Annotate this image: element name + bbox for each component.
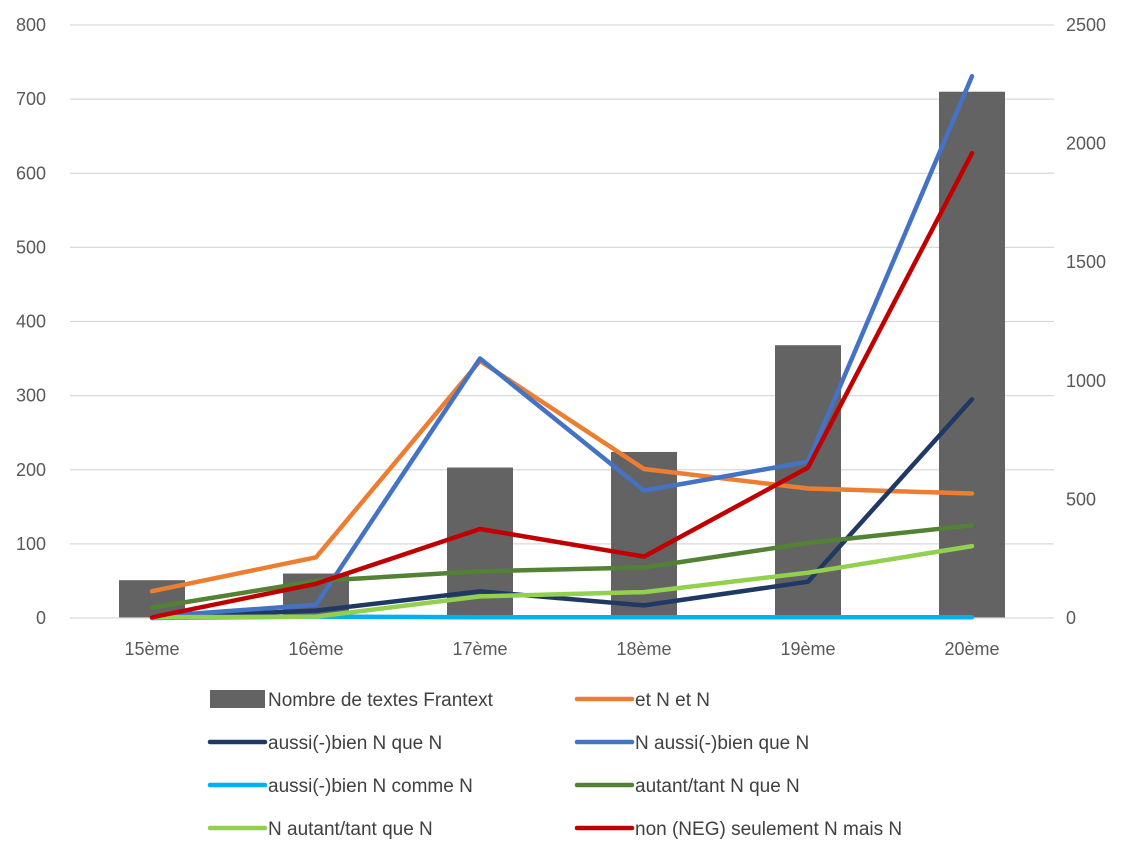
- legend-item: aussi(-)bien N comme N: [207, 776, 473, 797]
- right-axis-tick-label: 1500: [1066, 252, 1106, 272]
- series-line: [149, 73, 975, 619]
- line-series: [149, 73, 975, 621]
- series-line: [149, 397, 975, 620]
- right-axis-tick-label: 1000: [1066, 371, 1106, 391]
- left-axis-tick-label: 600: [16, 163, 46, 183]
- x-axis-tick-label: 19ème: [780, 639, 835, 659]
- left-axis-tick-label: 300: [16, 386, 46, 406]
- x-axis-tick-label: 17ème: [452, 639, 507, 659]
- left-axis: 0 100 200 300 400 500 600 700 800: [16, 15, 46, 628]
- legend-item: N autant/tant que N: [207, 819, 433, 840]
- legend-label: et N et N: [635, 690, 710, 711]
- legend-label: autant/tant N que N: [635, 776, 800, 797]
- legend-label: N autant/tant que N: [268, 819, 433, 840]
- legend-label: N aussi(-)bien que N: [635, 733, 809, 754]
- legend-item: N aussi(-)bien que N: [574, 733, 809, 754]
- legend-item: non (NEG) seulement N mais N: [574, 819, 902, 840]
- right-axis-tick-label: 0: [1066, 608, 1076, 628]
- left-axis-tick-label: 500: [16, 237, 46, 257]
- gridlines: [70, 24, 1054, 545]
- x-axis-tick-label: 20ème: [944, 639, 999, 659]
- x-axis-tick-label: 15ème: [124, 639, 179, 659]
- x-axis-tick-label: 16ème: [288, 639, 343, 659]
- legend: Nombre de textes Frantext et N et N aussi(…: [207, 690, 902, 840]
- legend-item: aussi(-)bien N que N: [207, 733, 442, 754]
- left-axis-tick-label: 700: [16, 89, 46, 109]
- bar-series: [119, 91, 1005, 618]
- series-line: [149, 523, 975, 610]
- left-axis-tick-label: 0: [36, 608, 46, 628]
- series-line: [149, 151, 975, 620]
- legend-label: aussi(-)bien N que N: [268, 733, 442, 754]
- legend-label: Nombre de textes Frantext: [268, 690, 494, 711]
- right-axis: 0 500 1000 1500 2000 2500: [1066, 15, 1106, 628]
- right-axis-tick-label: 2000: [1066, 134, 1106, 154]
- legend-item: autant/tant N que N: [574, 776, 800, 797]
- series-line: [149, 358, 975, 594]
- legend-label: aussi(-)bien N comme N: [268, 776, 473, 797]
- x-axis-labels: 15ème 16ème 17ème 18ème 19ème 20ème: [124, 639, 999, 659]
- x-axis-tick-label: 18ème: [616, 639, 671, 659]
- legend-item: et N et N: [574, 690, 710, 711]
- left-axis-tick-label: 100: [16, 534, 46, 554]
- legend-label: non (NEG) seulement N mais N: [635, 819, 902, 840]
- legend-swatch: [210, 690, 265, 708]
- legend-item: Nombre de textes Frantext: [210, 690, 494, 711]
- left-axis-tick-label: 200: [16, 460, 46, 480]
- right-axis-tick-label: 500: [1066, 489, 1096, 509]
- right-axis-tick-label: 2500: [1066, 15, 1106, 35]
- left-axis-tick-label: 400: [16, 312, 46, 332]
- series-line: [149, 543, 975, 620]
- bar: [939, 91, 1005, 618]
- left-axis-tick-label: 800: [16, 15, 46, 35]
